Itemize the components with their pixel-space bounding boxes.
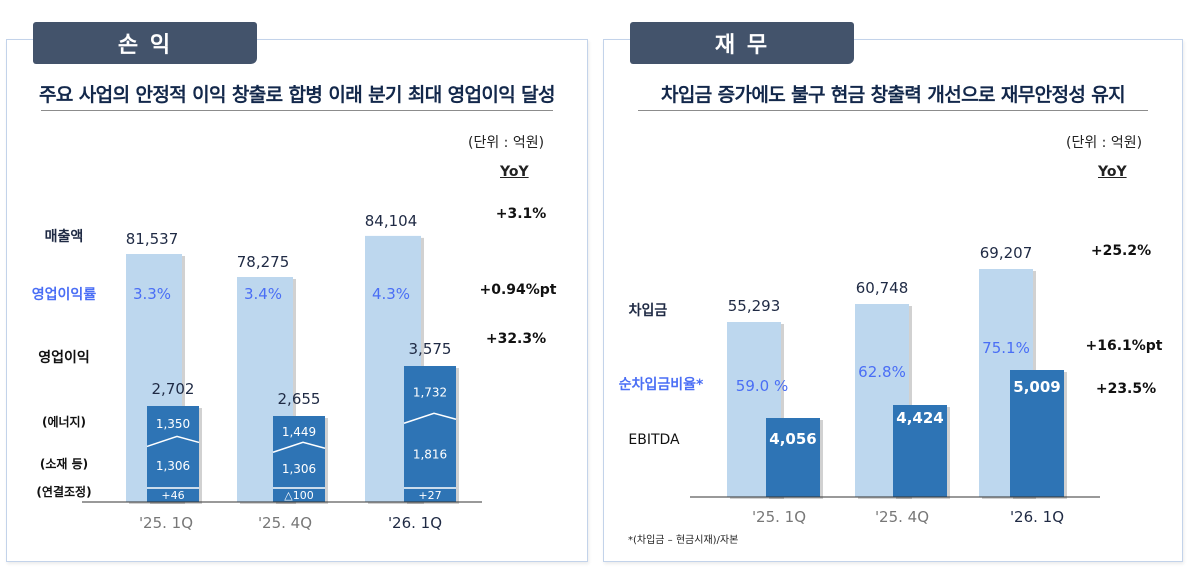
footnote: *(차입금 – 현금시재)/자본: [628, 535, 739, 546]
op-income-bar: [404, 366, 456, 502]
yoy-net-debt-ratio: +16.1%pt: [1085, 338, 1162, 354]
unit-label: (단위 : 억원): [1066, 135, 1143, 151]
headline-divider: [638, 110, 1148, 111]
ebitda-value-label: 4,056: [769, 430, 816, 448]
segment-break-line: [403, 412, 457, 424]
ebitda-bar: [766, 418, 820, 497]
row-label-ebitda: EBITDA: [628, 432, 680, 448]
yoy-ebitda: +23.5%: [1096, 381, 1156, 397]
energy-value-label: 1,350: [156, 417, 190, 431]
revenue-value-label: 81,537: [126, 230, 179, 248]
row-label-debt: 차입금: [629, 303, 668, 319]
net-debt-ratio-value-label: 59.0 %: [736, 377, 788, 395]
consol-value-label: +27: [418, 489, 441, 502]
ebitda-bar: [893, 405, 947, 497]
ebitda-value-label: 5,009: [1013, 378, 1060, 396]
energy-value-label: 1,449: [282, 425, 316, 439]
consol-value-label: +46: [161, 489, 184, 502]
yoy-op-income: +32.3%: [486, 331, 546, 347]
ebitda-bar: [1010, 370, 1064, 497]
net-debt-ratio-value-label: 62.8%: [858, 363, 906, 381]
row-label-margin: 영업이익률: [32, 286, 97, 303]
income-headline: 주요 사업의 안정적 이익 창출로 합병 이래 분기 최대 영업이익 달성: [39, 84, 556, 106]
row-label-energy: (에너지): [42, 414, 86, 429]
category-label: '26. 1Q: [388, 514, 442, 532]
op-income-value-label: 3,575: [409, 340, 452, 358]
row-label-op-income: 영업이익: [38, 349, 90, 366]
row-label-revenue: 매출액: [45, 228, 84, 245]
op-income-bar: [147, 406, 199, 502]
category-label: '25. 1Q: [139, 514, 193, 532]
revenue-value-label: 84,104: [365, 212, 418, 230]
materials-value-label: 1,306: [282, 462, 316, 476]
yoy-revenue: +3.1%: [496, 206, 547, 222]
yoy-header: YoY: [1098, 164, 1127, 180]
materials-value-label: 1,816: [413, 448, 447, 462]
row-label-net-debt-ratio: 순차입금비율*: [619, 376, 704, 393]
yoy-debt: +25.2%: [1091, 243, 1151, 259]
revenue-value-label: 78,275: [237, 253, 290, 271]
net-debt-ratio-value-label: 75.1%: [982, 339, 1030, 357]
debt-value-label: 69,207: [980, 244, 1033, 262]
debt-value-label: 60,748: [856, 279, 909, 297]
yoy-header: YoY: [500, 164, 529, 180]
consol-value-label: △100: [284, 489, 313, 502]
category-label: '25. 1Q: [752, 508, 806, 526]
headline-divider: [41, 110, 553, 111]
income-tab: 손 익: [33, 22, 257, 64]
category-label: '25. 4Q: [258, 514, 312, 532]
segment-break-line: [272, 441, 326, 453]
segment-break-line: [146, 435, 200, 448]
finance-tab: 재 무: [630, 22, 854, 64]
row-label-materials: (소재 등): [40, 457, 88, 471]
debt-value-label: 55,293: [728, 297, 781, 315]
ebitda-value-label: 4,424: [896, 409, 943, 427]
yoy-margin: +0.94%pt: [479, 282, 556, 298]
category-label: '26. 1Q: [1010, 508, 1064, 526]
margin-value-label: 3.3%: [133, 285, 171, 303]
op-income-value-label: 2,655: [278, 390, 321, 408]
margin-value-label: 4.3%: [372, 285, 410, 303]
op-income-value-label: 2,702: [152, 380, 195, 398]
energy-value-label: 1,732: [413, 386, 447, 400]
row-label-consol: (연결조정): [36, 484, 91, 499]
finance-headline: 차입금 증가에도 불구 현금 창출력 개선으로 재무안정성 유지: [660, 84, 1126, 106]
unit-label: (단위 : 억원): [468, 135, 545, 151]
category-label: '25. 4Q: [875, 508, 929, 526]
margin-value-label: 3.4%: [244, 285, 282, 303]
materials-value-label: 1,306: [156, 459, 190, 473]
